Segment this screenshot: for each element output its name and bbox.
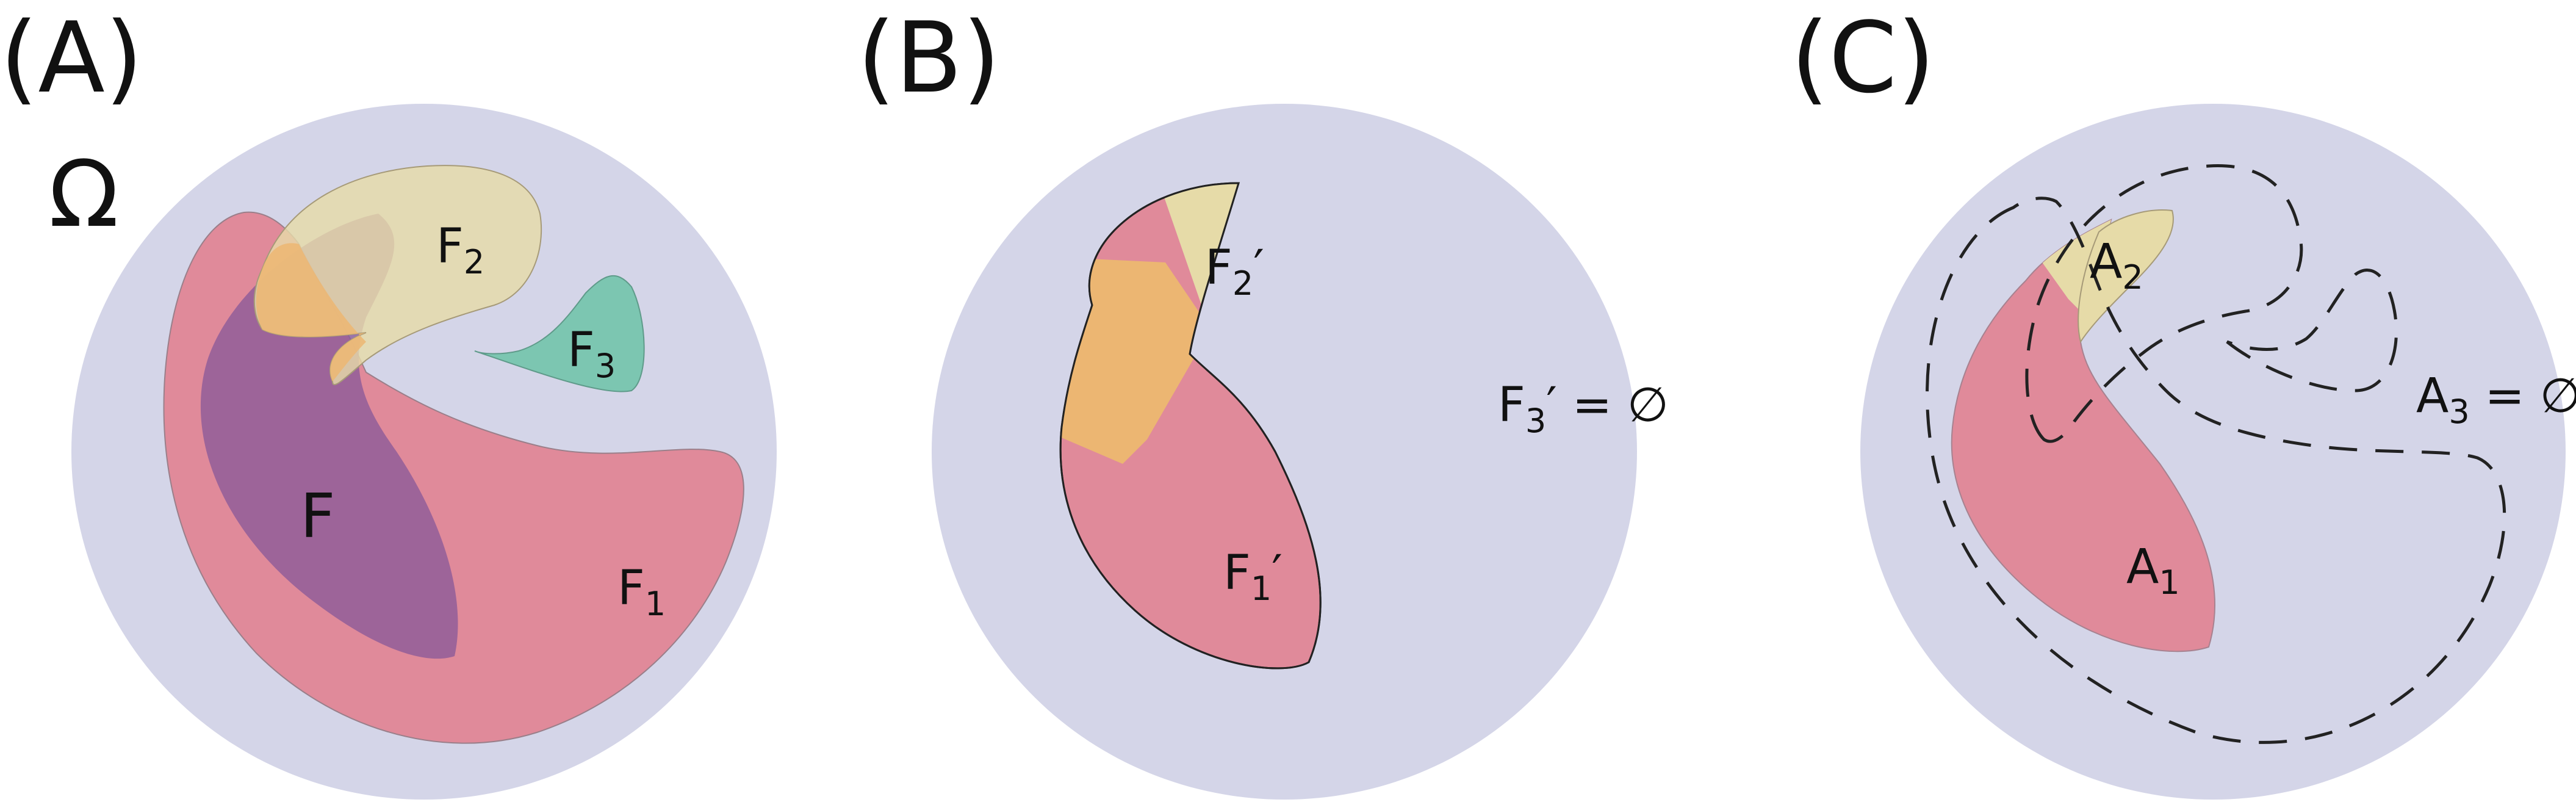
overlap-f1-f2: [256, 243, 366, 381]
panel-a: (A) Ω F F1 F2 F3: [0, 1, 777, 800]
label-f1: F1: [617, 561, 666, 623]
label-f: F: [300, 480, 336, 552]
panel-b: (B) F2′ F1′ F3′ = ∅: [857, 1, 1669, 800]
label-f1-prime: F1′: [1223, 546, 1283, 608]
panel-c: (C) A2 A1 A3 = ∅: [1791, 1, 2576, 800]
dashed-contour-outer: [1926, 197, 2506, 744]
set-f1-prime-outline: [1059, 182, 1322, 670]
label-a3-empty: A3 = ∅: [2416, 369, 2576, 431]
label-f3-prime-empty: F3′ = ∅: [1498, 378, 1669, 440]
dashed-contour-inner: [2025, 164, 2303, 443]
panel-a-label: (A): [0, 1, 143, 115]
domain-b: [932, 104, 1637, 800]
label-f2: F2: [436, 219, 484, 281]
omega-symbol: Ω: [49, 142, 119, 248]
set-a2-tip: [2078, 209, 2174, 344]
dashed-contour-a3: [2226, 269, 2398, 392]
set-f3: [474, 275, 645, 392]
label-a2: A2: [2090, 234, 2143, 297]
label-f2-prime: F2′: [1205, 240, 1264, 303]
panel-c-label: (C): [1791, 1, 1935, 115]
label-f3: F3: [567, 323, 616, 385]
label-a1: A1: [2126, 540, 2180, 602]
panel-b-label: (B): [857, 1, 1001, 115]
